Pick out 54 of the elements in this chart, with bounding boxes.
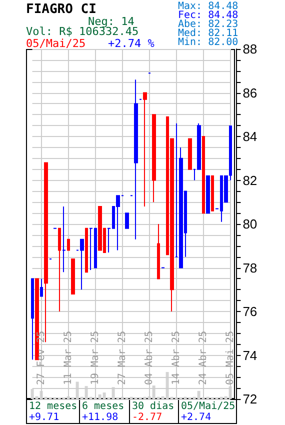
y-tick-label: 72 — [242, 392, 258, 406]
y-tick-label: 74 — [242, 348, 258, 363]
y-tick-label: 88 — [242, 42, 258, 56]
candlestick — [188, 138, 192, 170]
candlestick — [229, 126, 232, 181]
candlestick — [134, 79, 138, 240]
x-tick-label: 27 Mar 25 — [116, 330, 128, 385]
text: Max: 84.48 — [178, 1, 238, 12]
candlestick — [152, 114, 156, 203]
candlestick — [143, 92, 147, 207]
candlestick — [116, 195, 120, 251]
text: +11.98 — [82, 412, 120, 423]
text: Neg: 14 — [88, 15, 134, 28]
x-tick-label: 14 Abr 25 — [170, 330, 182, 385]
x-tick-label: 11 Mar 25 — [62, 330, 74, 385]
chart-title: FIAGRO CI — [26, 2, 96, 17]
candlestick — [62, 206, 66, 273]
y-tick-label: 76 — [242, 304, 258, 319]
x-tick-label: 27 Fev 25 — [36, 330, 47, 385]
y-tick-label: 84 — [242, 129, 258, 144]
candlestick — [71, 258, 75, 294]
candlestick — [58, 228, 61, 312]
text: 12 meses — [29, 401, 78, 412]
x-tick-label: 24 Abr 25 — [198, 330, 209, 385]
annotation: +2.74 % — [108, 37, 154, 50]
text: Min: 82.00 — [178, 37, 238, 48]
text: 6 meses — [82, 401, 126, 412]
candlestick — [157, 224, 160, 280]
candlestick — [80, 238, 84, 290]
text: -2.77 — [132, 412, 164, 423]
x-tick-label: 05 Mai 25 — [224, 330, 236, 385]
annotation: 05/Mai/25 — [26, 37, 86, 50]
candlestick — [211, 175, 214, 212]
text: 30 dias — [132, 401, 176, 412]
x-tick-label: 04 Abr 25 — [144, 330, 155, 385]
candlestick — [206, 175, 210, 214]
candlestick — [89, 228, 93, 270]
y-tick-label: 86 — [242, 85, 258, 100]
candlestick — [67, 238, 70, 251]
candlestick — [40, 278, 43, 297]
text: +9.71 — [29, 412, 60, 423]
candlestick — [85, 228, 88, 273]
y-tick-label: 82 — [242, 172, 258, 188]
candlestick — [98, 206, 102, 251]
y-tick-label: 78 — [242, 260, 258, 276]
candlestick — [44, 162, 48, 343]
text: +2.74 — [181, 412, 212, 423]
candlestick — [125, 212, 129, 229]
text: 05/Mai/25 — [181, 401, 236, 412]
text: Vol: R$ 106332.45 — [26, 25, 139, 38]
y-tick-label: 80 — [242, 216, 258, 232]
candlestick — [202, 136, 205, 214]
candlestick — [31, 278, 34, 360]
x-tick-label: 19 Mar 25 — [90, 330, 101, 385]
